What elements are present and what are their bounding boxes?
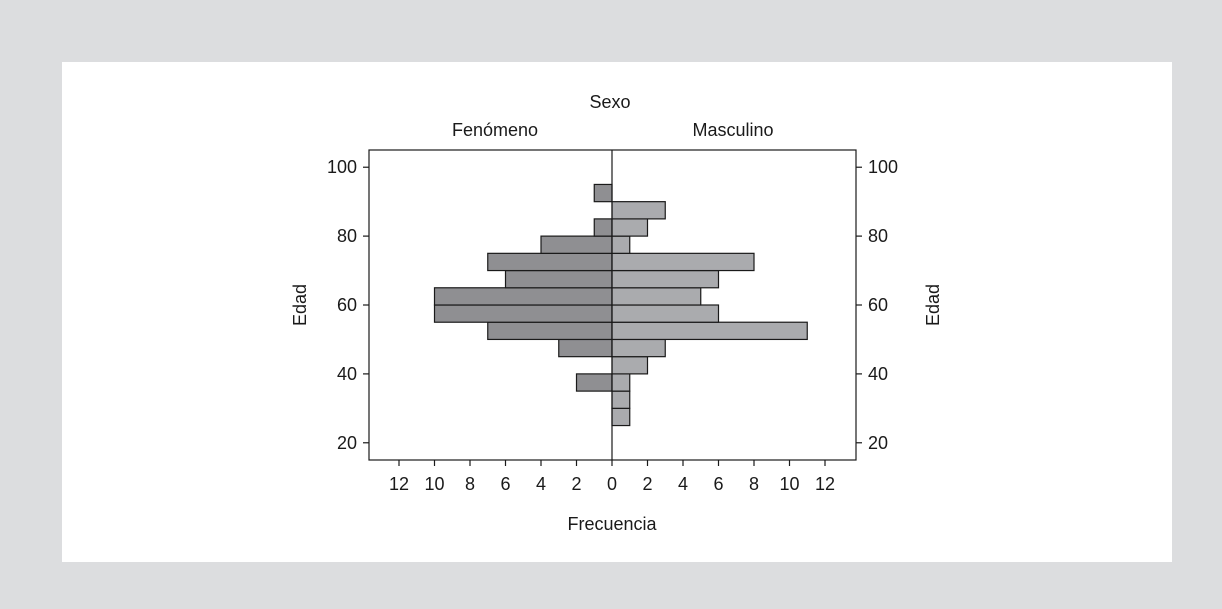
y-tick-label-right-100: 100 bbox=[868, 157, 898, 177]
y-tick-label-right-40: 40 bbox=[868, 364, 888, 384]
right-bar-25 bbox=[611, 407, 631, 427]
y-tick-label-left-60: 60 bbox=[337, 295, 357, 315]
pyramid-chart: Sexo Fenómeno Masculino Frecuencia Edad … bbox=[290, 92, 943, 534]
left-bar-70 bbox=[487, 252, 613, 272]
left-bar-50 bbox=[487, 321, 613, 341]
x-tick-label-5: 2 bbox=[571, 474, 581, 494]
right-bar-45 bbox=[611, 338, 666, 358]
left-bar-55 bbox=[433, 304, 613, 323]
left-bar-35 bbox=[575, 373, 613, 392]
y-tick-label-left-80: 80 bbox=[337, 226, 357, 246]
right-bar-35 bbox=[611, 373, 631, 392]
right-series-header: Masculino bbox=[692, 120, 773, 140]
right-bar-30 bbox=[611, 390, 631, 409]
right-bar-50 bbox=[611, 321, 808, 341]
x-tick-label-9: 6 bbox=[713, 474, 723, 494]
left-bar-65 bbox=[504, 269, 613, 289]
right-bar-85 bbox=[611, 201, 666, 220]
x-tick-label-2: 8 bbox=[465, 474, 475, 494]
y-axis-label-left: Edad bbox=[290, 284, 310, 326]
right-bar-60 bbox=[611, 287, 702, 306]
right-bar-65 bbox=[611, 269, 720, 289]
x-tick-label-4: 4 bbox=[536, 474, 546, 494]
left-bar-45 bbox=[558, 338, 613, 358]
right-bar-70 bbox=[611, 252, 755, 272]
right-bar-40 bbox=[611, 356, 649, 375]
y-tick-label-left-20: 20 bbox=[337, 433, 357, 453]
y-axis-label-right: Edad bbox=[923, 284, 943, 326]
x-tick-label-7: 2 bbox=[642, 474, 652, 494]
y-tick-label-left-40: 40 bbox=[337, 364, 357, 384]
right-bar-55 bbox=[611, 304, 720, 323]
x-tick-label-8: 4 bbox=[678, 474, 688, 494]
chart-panel: Sexo Fenómeno Masculino Frecuencia Edad … bbox=[62, 62, 1172, 562]
x-tick-label-3: 6 bbox=[500, 474, 510, 494]
x-tick-label-12: 12 bbox=[815, 474, 835, 494]
y-tick-label-right-20: 20 bbox=[868, 433, 888, 453]
y-tick-label-right-60: 60 bbox=[868, 295, 888, 315]
x-tick-label-10: 8 bbox=[749, 474, 759, 494]
left-bar-60 bbox=[433, 287, 613, 306]
x-tick-label-11: 10 bbox=[779, 474, 799, 494]
left-bar-80 bbox=[593, 218, 613, 237]
right-bar-75 bbox=[611, 235, 631, 254]
chart-title: Sexo bbox=[589, 92, 630, 112]
left-bar-90 bbox=[593, 183, 613, 203]
y-tick-label-left-100: 100 bbox=[327, 157, 357, 177]
x-tick-label-6: 0 bbox=[607, 474, 617, 494]
y-tick-label-right-80: 80 bbox=[868, 226, 888, 246]
x-tick-label-0: 12 bbox=[389, 474, 409, 494]
right-bar-80 bbox=[611, 218, 649, 237]
x-axis-label: Frecuencia bbox=[567, 514, 657, 534]
left-bar-75 bbox=[540, 235, 613, 254]
left-series-header: Fenómeno bbox=[452, 120, 538, 140]
x-tick-label-1: 10 bbox=[424, 474, 444, 494]
